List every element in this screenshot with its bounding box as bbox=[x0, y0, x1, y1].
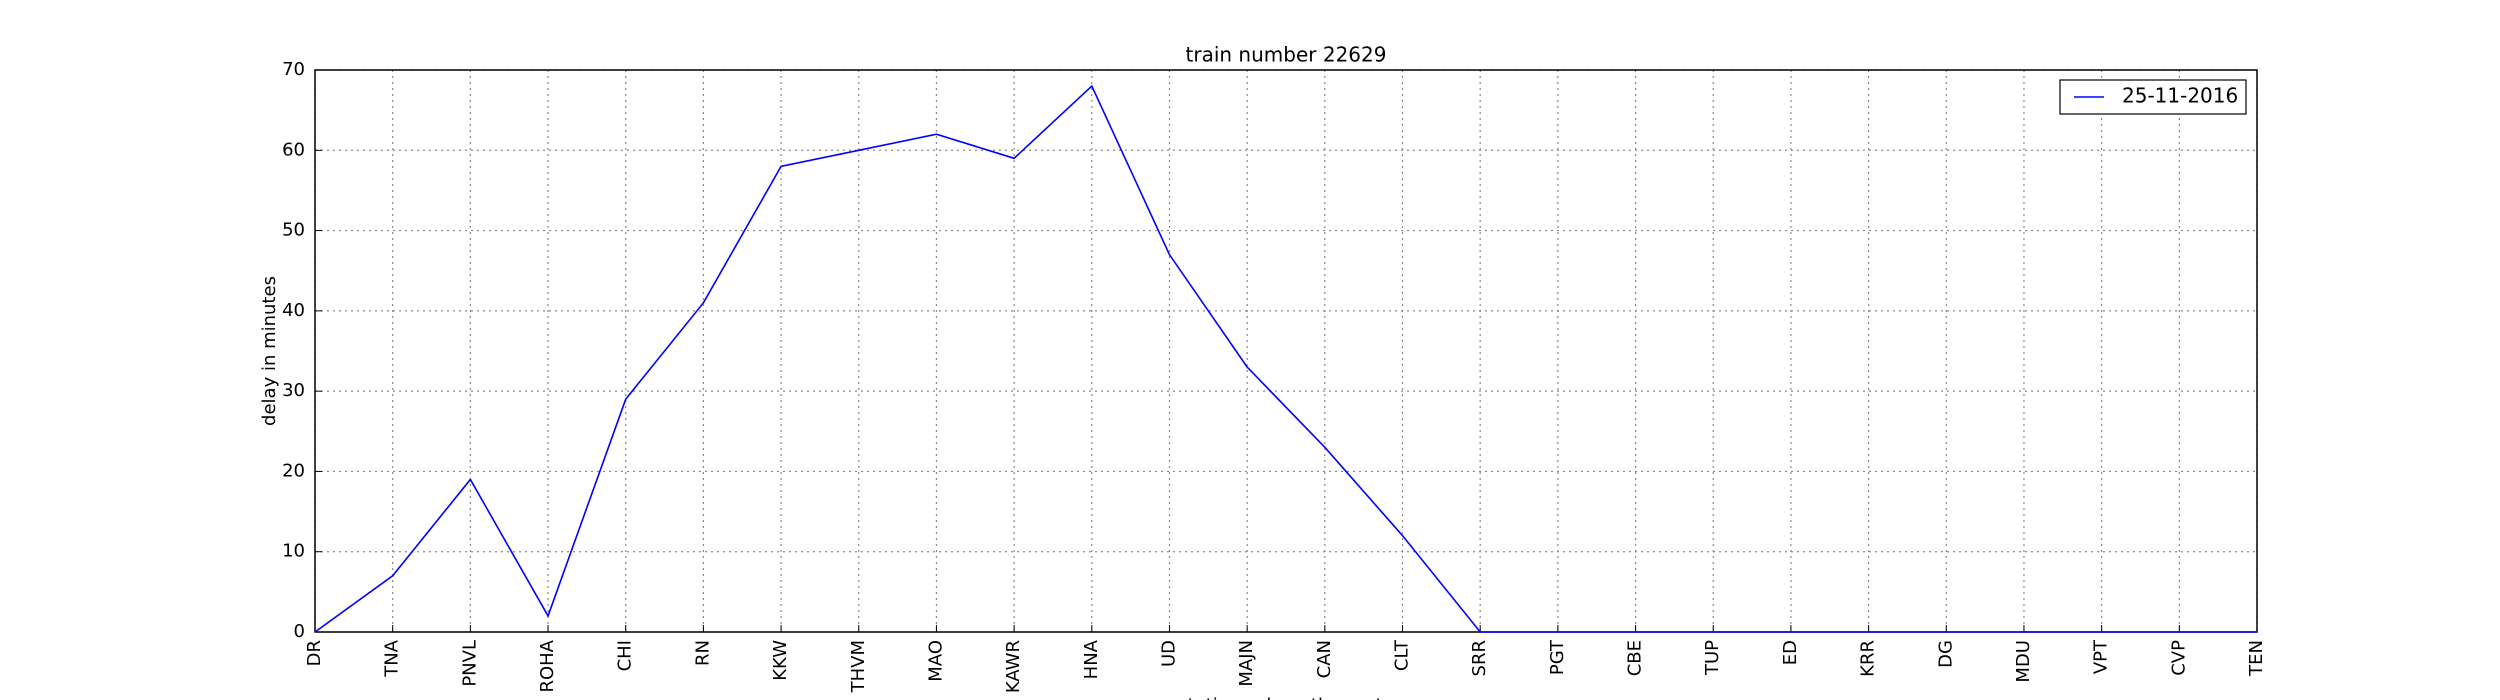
y-tick-label: 50 bbox=[282, 220, 305, 241]
x-tick-label: CVP bbox=[2168, 640, 2189, 676]
x-tick-label: TEN bbox=[2246, 640, 2267, 677]
x-tick-label: MAO bbox=[925, 640, 946, 682]
x-tick-label: MDU bbox=[2013, 640, 2034, 683]
x-tick-label: HNA bbox=[1081, 639, 1102, 679]
x-tick-label: VPT bbox=[2091, 639, 2112, 674]
x-tick-label: RN bbox=[692, 640, 713, 666]
x-tick-label: DG bbox=[1935, 640, 1956, 668]
y-tick-label: 10 bbox=[282, 541, 305, 562]
x-axis-label: stations along the route bbox=[1178, 695, 1393, 700]
x-tick-label: MAJN bbox=[1236, 640, 1257, 687]
x-tick-label: UD bbox=[1158, 640, 1179, 667]
y-tick-label: 0 bbox=[294, 621, 305, 642]
x-tick-label: PGT bbox=[1547, 639, 1568, 675]
x-tick-label: SRR bbox=[1469, 640, 1490, 676]
x-tick-label: TUP bbox=[1702, 640, 1723, 676]
x-tick-label: KKW bbox=[770, 640, 791, 681]
x-tick-label: PNVL bbox=[459, 640, 480, 687]
y-tick-label: 20 bbox=[282, 460, 305, 481]
x-tick-label: KRR bbox=[1858, 640, 1879, 677]
x-tick-label: TNA bbox=[382, 639, 403, 677]
x-tick-label: ROHA bbox=[537, 639, 558, 692]
x-tick-label: CHI bbox=[615, 640, 636, 671]
y-tick-label: 70 bbox=[282, 59, 305, 80]
x-tick-label: CLT bbox=[1392, 639, 1413, 671]
x-tick-label: CAN bbox=[1314, 640, 1335, 678]
chart-title: train number 22629 bbox=[1186, 43, 1387, 67]
plot-frame bbox=[314, 69, 2258, 633]
y-axis-label: delay in minutes bbox=[259, 276, 280, 426]
y-tick-label: 60 bbox=[282, 139, 305, 160]
x-tick-label: ED bbox=[1780, 640, 1801, 665]
x-tick-label: CBE bbox=[1625, 640, 1646, 676]
x-tick-label: DR bbox=[304, 640, 325, 666]
y-tick-label: 40 bbox=[282, 300, 305, 321]
y-tick-label: 30 bbox=[282, 380, 305, 401]
x-tick-label: THVM bbox=[848, 640, 869, 693]
legend-label: 25-11-2016 bbox=[2122, 84, 2238, 108]
line-series bbox=[314, 84, 2257, 633]
x-tick-label: KAWR bbox=[1003, 640, 1024, 693]
